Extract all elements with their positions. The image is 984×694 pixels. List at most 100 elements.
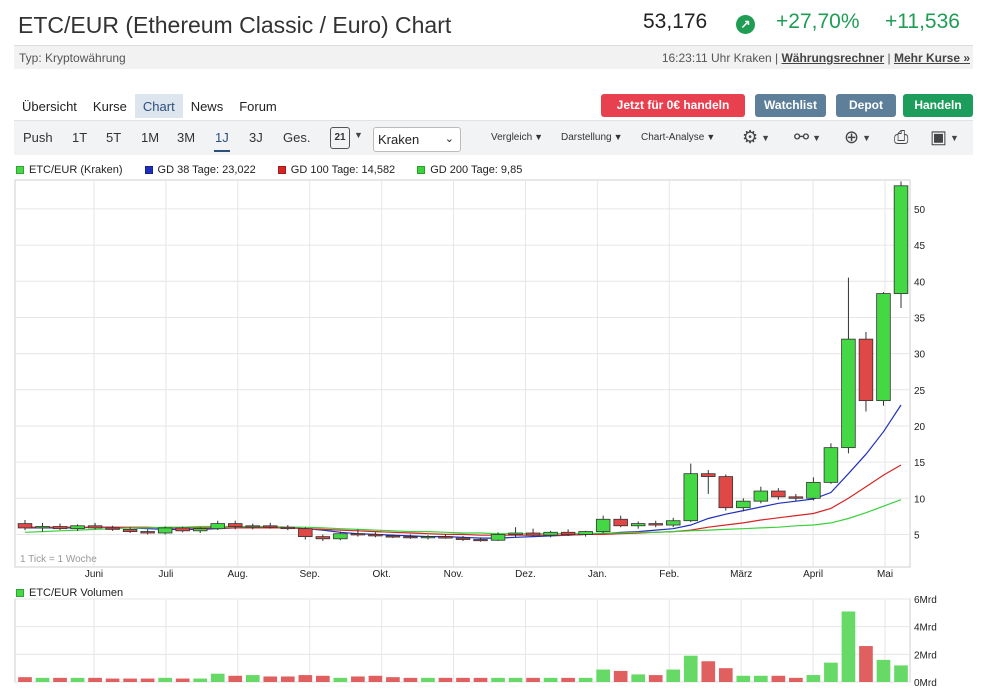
x-tick-label: Okt.: [372, 569, 390, 580]
candle-body: [613, 518, 628, 527]
candle-body: [438, 536, 453, 539]
range-push[interactable]: Push: [23, 130, 53, 145]
volume-bar: [193, 678, 208, 682]
caret-down-icon: ▼: [534, 132, 544, 142]
y-tick-label: 10: [914, 494, 926, 505]
candle-body: [823, 447, 839, 483]
candle-body: [718, 476, 734, 509]
range-1t[interactable]: 1T: [72, 130, 88, 145]
candle-body: [157, 527, 173, 534]
volume-bar: [771, 675, 786, 682]
volume-bar: [53, 677, 67, 682]
legend-swatch: [16, 166, 24, 174]
candle-body: [525, 532, 541, 536]
depot-button[interactable]: Depot: [836, 94, 896, 117]
settings-gear-icon[interactable]: ⚙ ▼: [742, 127, 771, 147]
zoom-icon[interactable]: ⊕ ▼: [844, 127, 872, 147]
compare-label: Vergleich: [491, 132, 533, 143]
volume-bar: [298, 675, 313, 682]
volume-bar: [789, 677, 803, 682]
watchlist-button[interactable]: Watchlist: [755, 94, 826, 117]
volume-bar: [718, 668, 733, 682]
volume-bar: [473, 677, 488, 682]
calendar-icon[interactable]: 21: [330, 127, 350, 149]
display-menu[interactable]: Darstellung ▼: [561, 132, 623, 143]
analysis-label: Chart-Analyse: [641, 132, 705, 143]
candle-body: [841, 338, 856, 449]
volume-bar: [561, 677, 575, 682]
chevron-down-icon[interactable]: ▼: [354, 130, 363, 140]
save-icon[interactable]: ▣ ▼: [930, 127, 959, 147]
x-tick-label: Juni: [85, 569, 103, 580]
tab-news[interactable]: News: [190, 99, 224, 114]
volume-bar: [613, 670, 628, 682]
volume-bar: [456, 677, 470, 682]
analysis-menu[interactable]: Chart-Analyse ▼: [641, 132, 715, 143]
range-5t[interactable]: 5T: [106, 130, 122, 145]
x-tick-label: Sep.: [299, 569, 320, 580]
tab-overview[interactable]: Übersicht: [22, 99, 77, 114]
volume-bar: [543, 677, 558, 682]
y-tick-label: 25: [914, 386, 926, 397]
volume-bar: [841, 611, 856, 682]
volume-bar: [70, 677, 85, 682]
chart-toolbar: Push 1T 5T 1M 3M 1J 3J Ges. 21 ▼ Kraken …: [14, 120, 973, 155]
currency-converter-link[interactable]: Währungsrechner: [781, 51, 885, 65]
candle-body: [280, 526, 296, 530]
trade-button[interactable]: Handeln: [903, 94, 973, 117]
candle-body: [368, 534, 383, 537]
indicators-icon[interactable]: ⚯ ▼: [794, 127, 822, 147]
y-tick-label: 50: [914, 205, 926, 216]
trade-free-button[interactable]: Jetzt für 0€ handeln: [601, 94, 745, 117]
range-1j[interactable]: 1J: [214, 130, 230, 152]
more-quotes-link[interactable]: Mehr Kurse »: [893, 51, 970, 65]
volume-bar: [263, 676, 278, 682]
volume-bar: [18, 677, 32, 682]
candle-body: [350, 533, 366, 536]
candle-body: [403, 536, 418, 539]
tab-bar: Übersicht Kurse Chart News Forum: [14, 94, 285, 118]
legend-swatch: [277, 166, 286, 174]
legend-swatch: [144, 166, 153, 174]
candle-body: [333, 533, 348, 540]
volume-bar: [876, 659, 891, 682]
range-3j[interactable]: 3J: [249, 130, 263, 145]
legend-label: GD 100 Tage: 14,582: [290, 164, 396, 176]
compare-menu[interactable]: Vergleich ▼: [491, 132, 543, 143]
exchange-select[interactable]: Kraken ⌄: [373, 127, 461, 152]
tab-chart[interactable]: Chart: [134, 94, 183, 118]
tab-quotes[interactable]: Kurse: [92, 99, 127, 114]
candle-body: [490, 534, 506, 541]
legend-gd100: GD 100 Tage: 14,582: [277, 164, 396, 176]
volume-bar: [421, 677, 435, 682]
candle-body: [420, 536, 436, 539]
candle-body: [858, 338, 874, 402]
x-tick-label: Dez.: [515, 569, 536, 580]
y-tick-label: 15: [914, 458, 926, 469]
volume-bar: [894, 665, 908, 682]
page-title: ETC/EUR (Ethereum Classic / Euro) Chart: [18, 12, 452, 38]
candle-body: [315, 536, 331, 540]
legend-gd200: GD 200 Tage: 9,85: [417, 164, 522, 176]
volume-tick-label: 4Mrd: [914, 623, 937, 634]
chevron-down-icon: ⌄: [444, 133, 454, 145]
candle-body: [771, 490, 786, 498]
candle-body: [122, 528, 138, 532]
x-tick-label: Nov.: [444, 569, 464, 580]
volume-bar: [491, 677, 505, 682]
x-tick-label: Feb.: [659, 569, 679, 580]
candle-body: [893, 185, 909, 294]
range-1m[interactable]: 1M: [141, 130, 160, 145]
volume-bar: [368, 675, 383, 682]
legend-label: GD 38 Tage: 23,022: [157, 164, 256, 176]
legend-swatch: [16, 589, 24, 597]
volume-plot-area: [14, 598, 911, 683]
tab-forum[interactable]: Forum: [239, 99, 277, 114]
print-icon[interactable]: ⎙: [894, 127, 909, 147]
range-ges[interactable]: Ges.: [283, 130, 311, 145]
candle-body: [806, 481, 821, 499]
y-tick-label: 5: [914, 530, 920, 541]
range-3m[interactable]: 3M: [177, 130, 196, 145]
current-price: 53,176: [643, 10, 708, 33]
